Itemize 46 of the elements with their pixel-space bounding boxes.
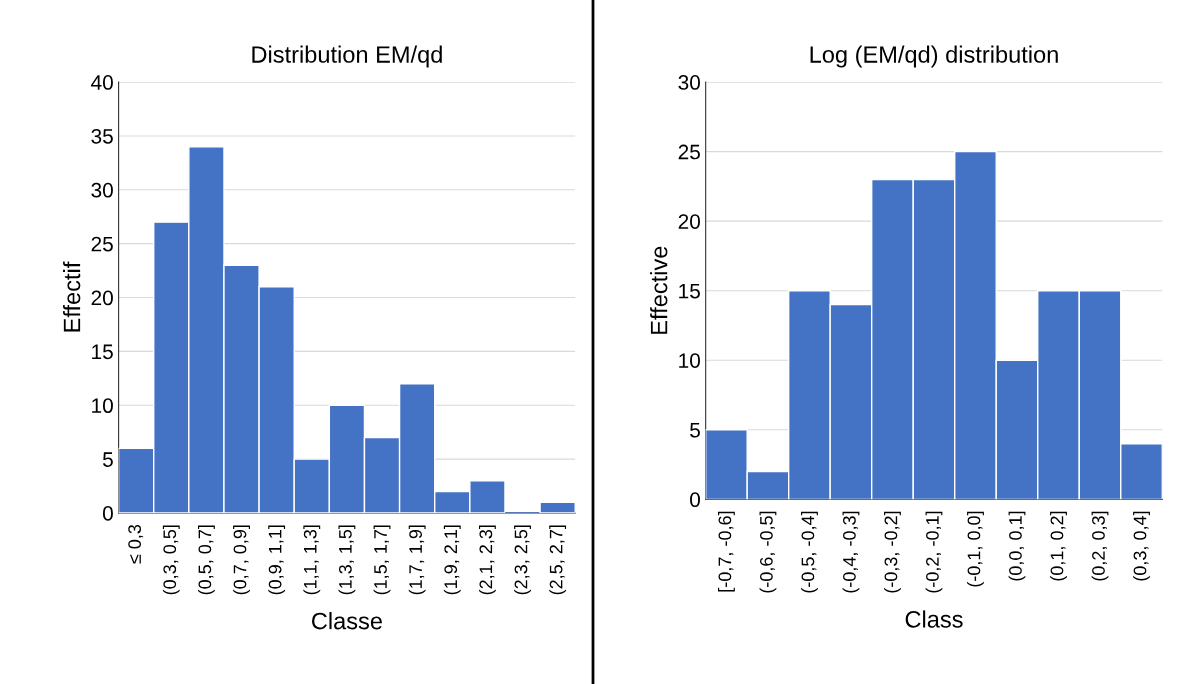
y-tick-label: 0 [690, 492, 700, 508]
x-tick-label: (-0,5, -0,4] [801, 511, 818, 593]
y-tick-label: 0 [102, 506, 113, 521]
y-tick-label: 25 [678, 144, 700, 160]
x-tick-label: (-0,4, -0,3] [842, 511, 860, 593]
chart-title: Distribution EM/qd [252, 45, 442, 68]
y-tick-label: 25 [91, 236, 113, 252]
x-tick-label: ≤ 0,3 [128, 524, 144, 564]
y-tick-label: 15 [679, 283, 700, 299]
y-tick-label: 5 [690, 423, 700, 438]
x-axis-title: Classe [312, 612, 382, 630]
x-tick-label: (2,1, 2,3] [478, 525, 496, 595]
y-tick-label: 5 [102, 452, 113, 467]
chart-title: Log (EM/qd) distribution [810, 45, 1058, 68]
y-tick-label: 30 [678, 75, 700, 90]
x-tick-label: [-0,7, -0,6] [718, 511, 735, 592]
x-tick-label: (0,2, 0,3] [1091, 511, 1109, 581]
x-tick-label: (1,5, 1,7] [373, 525, 391, 595]
x-axis-title: Class [905, 610, 963, 628]
x-tick-label: (0,9, 1,1] [268, 525, 286, 595]
x-tick-label: (1,9, 2,1] [443, 525, 461, 595]
x-tick-label: (2,3, 2,5] [514, 525, 531, 595]
x-tick-label: (0,1, 0,2] [1050, 511, 1067, 581]
x-tick-label: (0,3, 0,4] [1133, 511, 1150, 581]
y-tick-label: 15 [92, 344, 113, 360]
x-tick-label: (0,0, 0,1] [1008, 511, 1026, 581]
y-tick-label: 40 [91, 75, 113, 90]
x-tick-label: (-0,6, -0,5] [759, 511, 777, 593]
x-tick-label: (0,7, 0,9] [233, 525, 250, 595]
y-tick-label: 35 [91, 128, 113, 144]
x-tick-label: (-0,1, 0,0] [967, 511, 984, 587]
y-tick-label: 10 [92, 398, 113, 414]
x-tick-label: (-0,2, -0,1] [925, 511, 943, 593]
y-tick-label: 20 [678, 214, 700, 229]
x-tick-label: (1,1, 1,3] [303, 525, 321, 595]
x-tick-label: (1,3, 1,5] [338, 525, 356, 595]
y-tick-label: 10 [679, 353, 700, 368]
y-axis-title: Effectif [63, 261, 81, 332]
x-tick-label: (1,7, 1,9] [408, 525, 426, 595]
x-tick-label: (0,5, 0,7] [197, 525, 215, 595]
y-tick-label: 20 [91, 290, 113, 306]
y-tick-label: 30 [91, 182, 113, 198]
x-tick-label: (2,5, 2,7] [549, 525, 567, 595]
x-tick-label: (-0,3, -0,2] [884, 511, 901, 593]
y-axis-title: Effective [650, 246, 668, 334]
x-tick-label: (0,3, 0,5] [162, 525, 180, 595]
